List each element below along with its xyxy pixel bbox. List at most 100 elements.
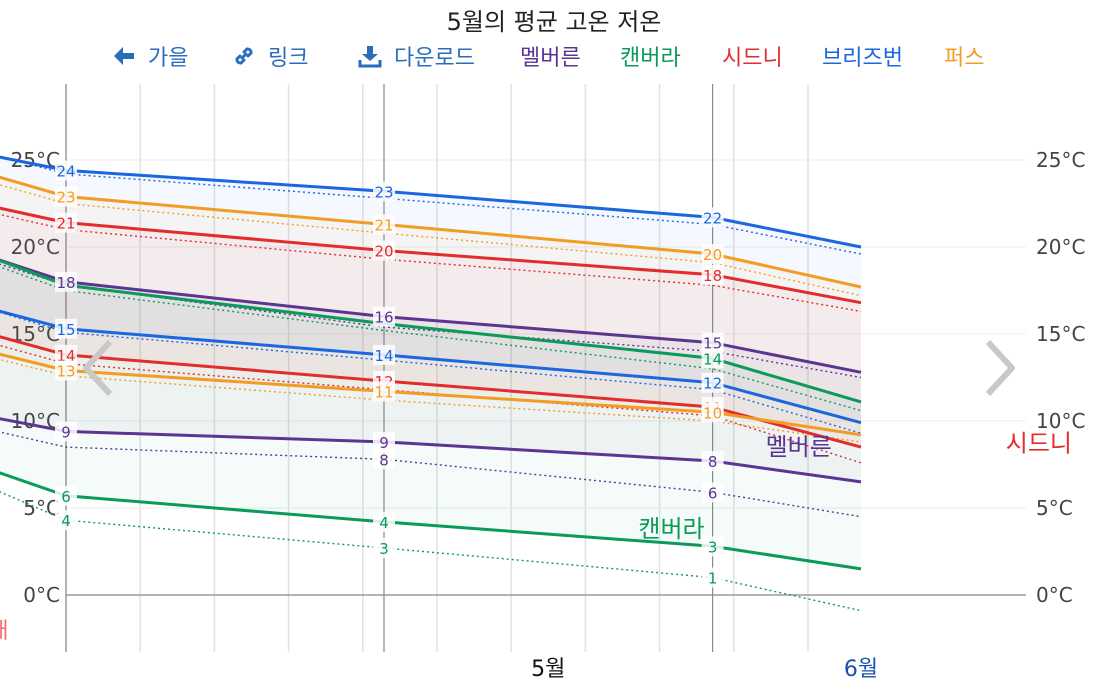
value-label-bg [373, 538, 395, 559]
series-end-label: 시드니 [1006, 430, 1072, 458]
value-label-bg [701, 207, 724, 228]
value-label-bg [701, 372, 724, 393]
value-label: 8 [708, 453, 718, 471]
legend-melbourne[interactable]: 멜버른 [520, 46, 581, 71]
value-label-bg [701, 482, 724, 503]
value-label: 13 [56, 363, 75, 381]
value-label: 3 [379, 540, 389, 558]
y-tick-label-right: 0°C [1036, 583, 1073, 607]
legend-brisbane[interactable]: 브리즈번 [822, 46, 903, 71]
link-label: 링크 [268, 46, 309, 71]
value-label: 20 [703, 246, 722, 264]
arrow-left-icon [114, 47, 134, 65]
value-label-bg [373, 431, 395, 452]
value-label: 9 [61, 423, 71, 441]
chevron-right-icon [985, 339, 1015, 397]
y-tick-label-left: 0°C [23, 583, 60, 607]
now-marker-label: 현재 [0, 619, 8, 644]
value-label-bg [701, 451, 724, 472]
download-icon [358, 46, 382, 68]
legend-canberra[interactable]: 캔버라 [620, 46, 681, 71]
value-label: 21 [374, 216, 393, 234]
series-low-dotted-line [0, 431, 862, 518]
legend-perth[interactable]: 퍼스 [944, 46, 985, 71]
value-label: 6 [708, 484, 718, 502]
legend-sydney[interactable]: 시드니 [722, 46, 783, 71]
x-month-label: 5월 [531, 657, 565, 682]
value-label-bg [701, 536, 724, 557]
value-label-bg [55, 485, 77, 506]
series-high-dotted-line [0, 266, 862, 412]
value-label: 12 [703, 375, 722, 393]
value-label: 4 [379, 514, 389, 532]
value-label: 6 [61, 488, 71, 506]
value-label-bg [701, 402, 724, 423]
value-label: 14 [703, 350, 722, 368]
value-label-bg [55, 160, 77, 181]
chart-title: 5월의 평균 고온 저온 [446, 8, 662, 36]
value-label: 21 [56, 215, 75, 233]
range-bands [0, 157, 861, 569]
download-label: 다운로드 [394, 46, 475, 71]
value-label-bg [373, 181, 395, 202]
chevron-left-icon [83, 339, 113, 397]
next-month-button[interactable] [982, 338, 1018, 402]
value-label-bg [55, 510, 77, 531]
back-label: 가을 [148, 46, 189, 71]
value-label: 10 [703, 404, 722, 422]
value-label-bg [55, 421, 77, 442]
value-label: 15 [56, 321, 75, 339]
y-tick-label-right: 5°C [1036, 496, 1073, 520]
y-tick-label-right: 10°C [1036, 409, 1085, 433]
value-label-bg [55, 271, 77, 292]
value-label-bg [373, 214, 395, 235]
series-end-label: 멜버른 [766, 433, 832, 461]
value-label-bg [55, 318, 77, 339]
value-label: 22 [703, 209, 722, 227]
value-label: 23 [56, 189, 75, 207]
value-label-bg [701, 332, 724, 353]
x-month-label: 6월 [844, 657, 878, 682]
value-label: 11 [374, 383, 393, 401]
series-high-dotted-line [0, 263, 862, 379]
value-label: 9 [379, 434, 389, 452]
download-button[interactable]: 다운로드 [358, 40, 475, 72]
range-band [0, 157, 861, 423]
y-tick-label-right: 25°C [1036, 148, 1085, 172]
value-label-bg [373, 381, 395, 402]
value-labels: 18161599886멜버른14643431캔버라212018141211시드니… [55, 160, 1072, 588]
y-tick-label-right: 20°C [1036, 235, 1085, 259]
value-label-bg [373, 240, 395, 261]
y-tick-label-left: 20°C [11, 235, 60, 259]
value-label-bg [55, 344, 77, 365]
value-label-bg [55, 212, 77, 233]
series-end-label: 캔버라 [638, 515, 704, 543]
value-label: 23 [374, 183, 393, 201]
value-label-bg [55, 360, 77, 381]
link-button[interactable]: 링크 [232, 40, 308, 72]
range-band [0, 260, 861, 569]
value-label-bg [373, 511, 395, 532]
range-band [0, 177, 861, 435]
value-label-bg [701, 348, 724, 369]
value-label-bg [373, 449, 395, 470]
value-label: 18 [703, 267, 722, 285]
prev-month-button[interactable] [80, 338, 116, 402]
toolbar: 가을 링크 다운로드 멜버른 캔버라 시드니 브리즈번 퍼스 [0, 40, 1108, 74]
value-label: 4 [61, 512, 71, 530]
value-label: 3 [708, 538, 718, 556]
value-label: 14 [374, 347, 393, 365]
value-label: 8 [379, 451, 389, 469]
range-band [0, 260, 861, 482]
value-label-bg [373, 306, 395, 327]
y-tick-label-left: 5°C [23, 496, 60, 520]
value-label-bg [373, 344, 395, 365]
y-tick-label-right: 15°C [1036, 322, 1085, 346]
value-label: 24 [56, 162, 75, 180]
link-icon [235, 47, 253, 65]
value-label-bg [701, 264, 724, 285]
back-button[interactable]: 가을 [112, 40, 188, 72]
value-label: 15 [703, 335, 722, 353]
value-label: 20 [374, 242, 393, 260]
value-label: 18 [56, 274, 75, 292]
